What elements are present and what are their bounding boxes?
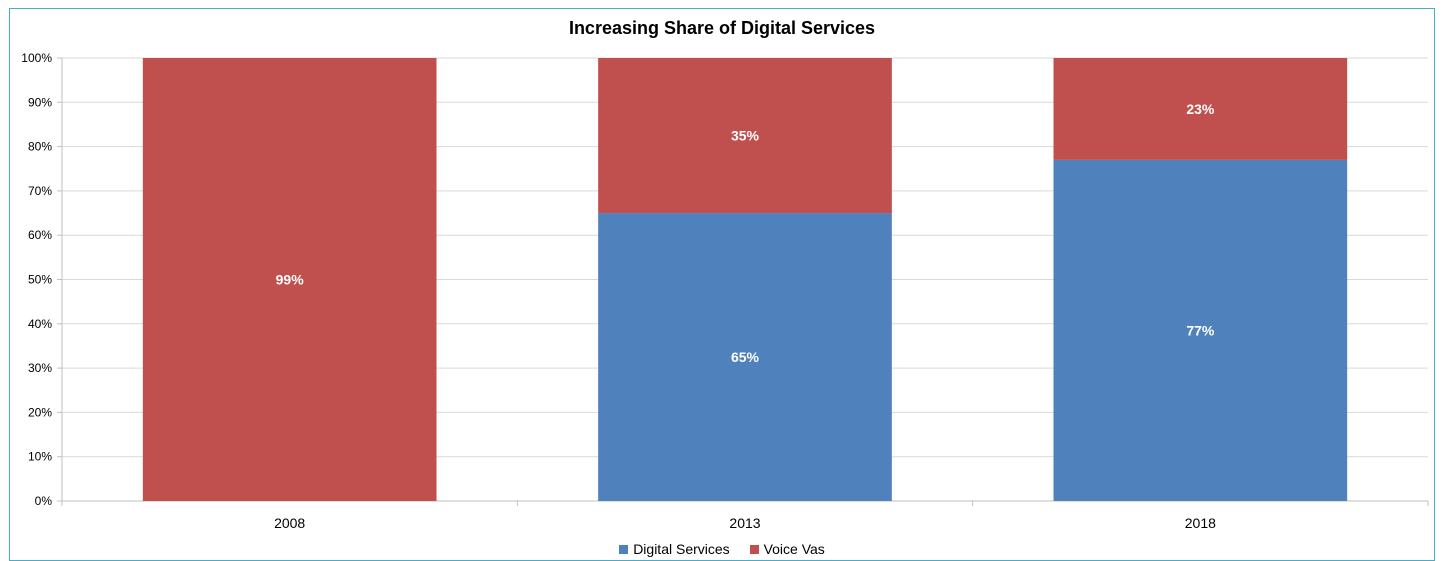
y-tick-label: 50% — [28, 273, 52, 287]
bar-voice-vas — [598, 58, 892, 214]
legend-swatch-digital-services — [619, 545, 629, 554]
data-label: 99% — [276, 272, 305, 288]
y-tick-label: 80% — [28, 140, 52, 154]
chart-legend: Digital Services Voice Vas — [0, 541, 1444, 557]
data-label: 23% — [1186, 101, 1215, 117]
y-tick-label: 20% — [28, 405, 52, 419]
x-tick-label: 2008 — [274, 515, 305, 531]
y-tick-label: 60% — [28, 228, 52, 242]
y-tick-label: 70% — [28, 184, 52, 198]
legend-swatch-voice-vas — [749, 545, 759, 554]
bar-voice-vas — [142, 58, 437, 501]
bar-digital-services — [598, 213, 892, 502]
data-label: 65% — [731, 349, 760, 365]
y-tick-label: 90% — [28, 95, 52, 109]
chart-title: Increasing Share of Digital Services — [568, 18, 876, 38]
legend-item-digital-services: Digital Services — [619, 541, 730, 557]
x-tick-label: 2018 — [1185, 515, 1216, 531]
bar-voice-vas — [1053, 58, 1348, 160]
bar-digital-services — [1053, 159, 1348, 501]
y-tick-label: 40% — [28, 317, 52, 331]
x-tick-label: 2013 — [729, 515, 760, 531]
legend-label-digital-services: Digital Services — [633, 541, 730, 557]
data-label: 35% — [731, 128, 760, 144]
y-tick-label: 0% — [35, 494, 53, 508]
y-tick-label: 100% — [21, 51, 52, 65]
legend-label-voice-vas: Voice Vas — [763, 541, 825, 557]
legend-item-voice-vas: Voice Vas — [749, 541, 825, 557]
y-tick-label: 30% — [28, 361, 52, 375]
data-label: 77% — [1186, 322, 1215, 338]
y-tick-label: 10% — [28, 450, 52, 464]
